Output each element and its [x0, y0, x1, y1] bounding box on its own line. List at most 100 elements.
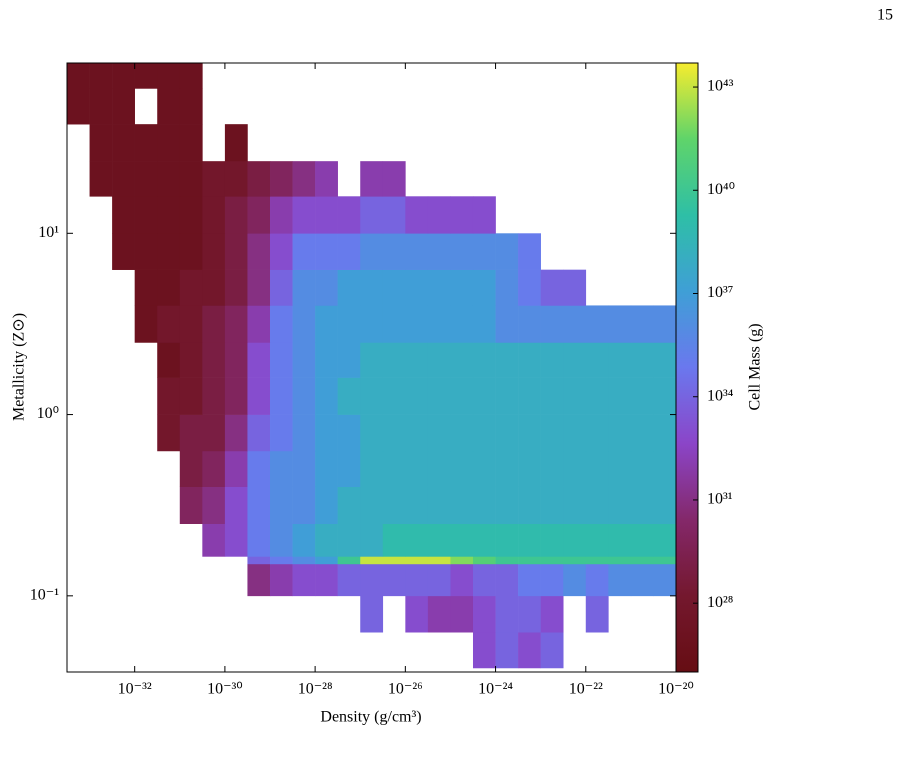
- heatmap-cell: [224, 486, 248, 524]
- heatmap-cell: [585, 595, 609, 633]
- colorbar-tick-label: 10⁴⁰: [707, 181, 735, 198]
- heatmap-cell: [540, 305, 564, 343]
- heatmap-cell: [292, 486, 316, 524]
- heatmap-cell: [315, 196, 338, 234]
- heatmap-cell: [134, 269, 158, 306]
- heatmap-cell: [472, 269, 496, 306]
- heatmap-cell: [315, 523, 338, 557]
- heatmap-cell: [179, 233, 203, 270]
- heatmap-cell: [270, 523, 293, 557]
- heatmap-cell: [450, 305, 474, 343]
- heatmap-cell: [315, 563, 338, 597]
- heatmap-cell: [112, 124, 135, 162]
- heatmap-cell: [292, 556, 316, 565]
- heatmap-cell: [427, 595, 451, 633]
- heatmap-cell: [292, 305, 316, 343]
- heatmap-cell: [202, 342, 226, 378]
- heatmap-cell: [360, 161, 384, 197]
- heatmap-cell: [157, 233, 181, 270]
- heatmap-cell: [315, 233, 338, 270]
- heatmap-cell: [382, 377, 406, 415]
- heatmap-cell: [630, 556, 654, 565]
- heatmap-cell: [382, 523, 406, 557]
- heatmap-cell: [585, 342, 609, 378]
- heatmap-cell: [585, 450, 609, 487]
- heatmap-cell: [202, 450, 226, 487]
- heatmap-cell: [382, 196, 406, 234]
- heatmap-cell: [157, 63, 181, 89]
- heatmap-cell: [270, 233, 293, 270]
- heatmap-cell: [563, 486, 587, 524]
- heatmap-cell: [247, 269, 271, 306]
- heatmap-cell: [179, 486, 203, 524]
- heatmap-cell: [540, 632, 564, 669]
- heatmap-cell: [405, 196, 429, 234]
- heatmap-cell: [292, 450, 316, 487]
- heatmap-cell: [292, 342, 316, 378]
- heatmap-cell: [157, 161, 181, 197]
- heatmap-cell: [495, 595, 519, 633]
- heatmap-cell: [337, 563, 361, 597]
- heatmap-cell: [157, 88, 181, 125]
- colorbar-tick-label: 10²⁸: [707, 594, 733, 611]
- heatmap-cell: [270, 305, 293, 343]
- heatmap-cell: [563, 556, 587, 565]
- heatmap-cell: [608, 523, 632, 557]
- heatmap-cell: [405, 233, 429, 270]
- heatmap-cell: [653, 556, 676, 565]
- heatmap-cell: [518, 523, 541, 557]
- heatmap-cell: [179, 305, 203, 343]
- heatmap-cell: [337, 450, 361, 487]
- heatmap-cell: [630, 342, 654, 378]
- heatmap-cell: [224, 233, 248, 270]
- heatmap-cell: [630, 523, 654, 557]
- heatmap-cell: [450, 523, 474, 557]
- heatmap-cell: [337, 269, 361, 306]
- heatmap-cell: [427, 414, 451, 452]
- heatmap-cell: [405, 523, 429, 557]
- heatmap-cell: [495, 486, 519, 524]
- heatmap-cell: [292, 161, 316, 197]
- heatmap-cell: [202, 486, 226, 524]
- heatmap-cell: [450, 563, 474, 597]
- heatmap-cell: [337, 523, 361, 557]
- heatmap-cell: [360, 450, 384, 487]
- heatmap-cell: [292, 377, 316, 415]
- heatmap-cell: [179, 161, 203, 197]
- x-tick-label: 10⁻³⁰: [207, 681, 243, 698]
- heatmap-cell: [224, 414, 248, 452]
- heatmap-cell: [427, 233, 451, 270]
- heatmap-cell: [382, 233, 406, 270]
- heatmap-cell: [585, 414, 609, 452]
- heatmap-cell: [337, 486, 361, 524]
- colorbar-tick-label: 10³⁷: [707, 284, 733, 301]
- heatmap-cell: [518, 450, 541, 487]
- heatmap-cell: [315, 450, 338, 487]
- heatmap-cell: [360, 305, 384, 343]
- heatmap-cell: [382, 305, 406, 343]
- heatmap-cell: [472, 486, 496, 524]
- heatmap-cell: [337, 342, 361, 378]
- y-tick-label: 10⁻¹: [30, 587, 59, 604]
- heatmap-cell: [134, 233, 158, 270]
- heatmap-cell: [450, 595, 474, 633]
- heatmap-cell: [360, 563, 384, 597]
- heatmap-cell: [563, 305, 587, 343]
- heatmap-cell: [179, 414, 203, 452]
- heatmap-cell: [495, 377, 519, 415]
- heatmap-cell: [270, 377, 293, 415]
- heatmap-cell: [405, 563, 429, 597]
- heatmap-cell: [540, 563, 564, 597]
- heatmap-cell: [450, 556, 474, 565]
- heatmap-cell: [472, 377, 496, 415]
- heatmap-cell: [540, 269, 564, 306]
- heatmap-cell: [247, 523, 271, 557]
- heatmap-cell: [337, 233, 361, 270]
- heatmap-cell: [427, 563, 451, 597]
- heatmap-cell: [224, 450, 248, 487]
- heatmap-cell: [202, 196, 226, 234]
- heatmap-cell: [518, 563, 541, 597]
- heatmap-cell: [179, 196, 203, 234]
- heatmap-cell: [179, 377, 203, 415]
